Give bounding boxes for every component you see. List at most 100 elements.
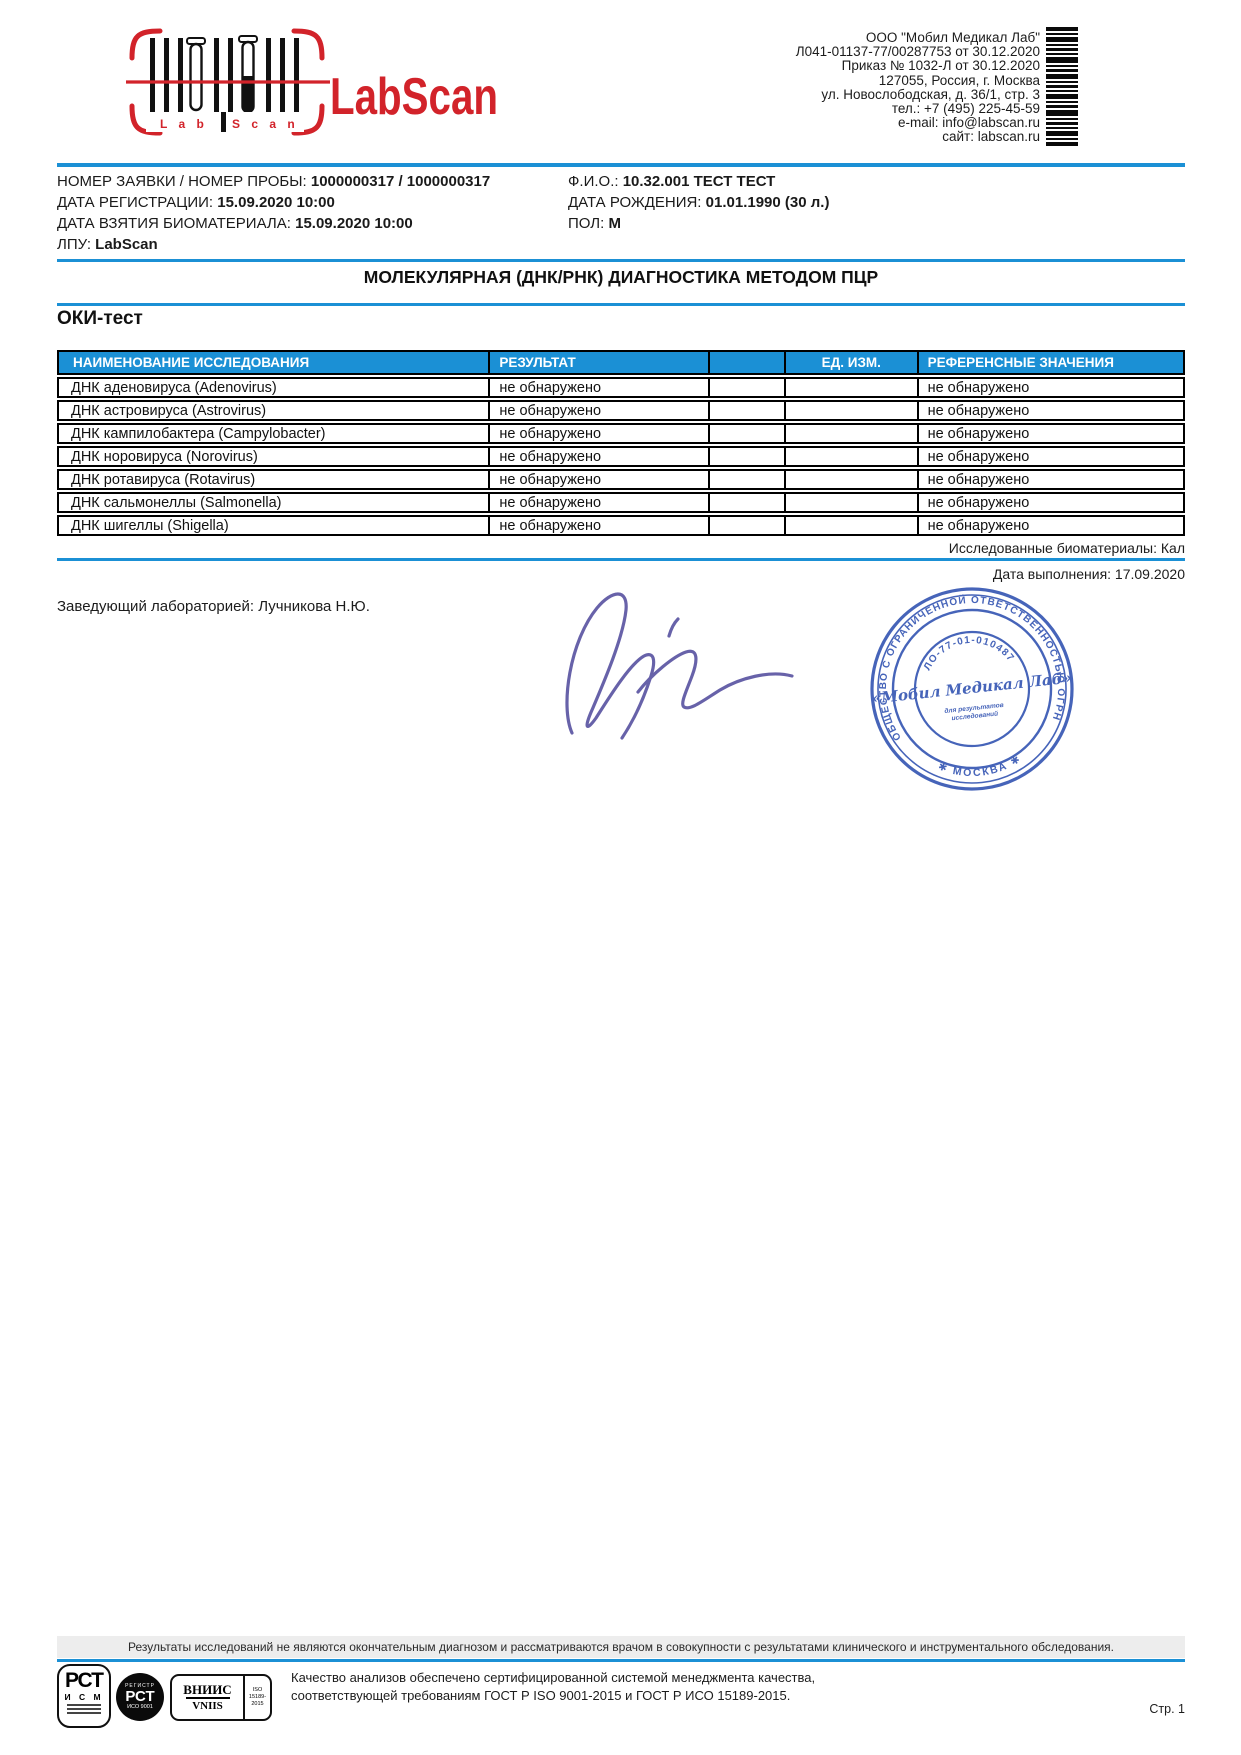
company-info: ООО "Мобил Медикал Лаб" Л041-01137-77/00… <box>795 30 1040 145</box>
company-info-line: Л041-01137-77/00287753 от 30.12.2020 <box>795 44 1040 60</box>
reference-cell: не обнаружено <box>916 379 1183 396</box>
unit-cell <box>783 379 917 396</box>
unit-cell <box>783 517 917 534</box>
certification-logos: РСТ И С М РЕГИСТР РСТ ИСО 9001 ВНИИС VNI… <box>57 1664 272 1728</box>
disclaimer-text: Результаты исследований не являются окон… <box>57 1636 1185 1658</box>
company-info-line: ул. Новослободская, д. 36/1, стр. 3 <box>821 86 1040 102</box>
registr-label: РЕГИСТР <box>125 1683 155 1689</box>
vniis-cert-logo: ВНИИС VNIIS ISO 15189-2015 <box>170 1674 272 1721</box>
flag-cell <box>707 517 784 534</box>
rst-mark: РСТ <box>125 1688 155 1705</box>
table-row: ДНК норовируса (Norovirus) не обнаружено н… <box>57 446 1185 467</box>
test-name-cell: ДНК кампилобактера (Campylobacter) <box>71 425 326 442</box>
results-table-header: НАИМЕНОВАНИЕ ИССЛЕДОВАНИЯ РЕЗУЛЬТАТ ЕД. … <box>57 350 1185 375</box>
report-title: МОЛЕКУЛЯРНАЯ (ДНК/РНК) ДИАГНОСТИКА МЕТОД… <box>363 267 879 287</box>
header-flag <box>707 352 784 373</box>
company-info-line: ООО "Мобил Медикал Лаб" <box>865 30 1040 45</box>
labscan-logo-icon: L a b S c a n LabScan <box>126 28 498 136</box>
patient-column: Ф.И.О.: 10.32.001 ТЕСТ ТЕСТ ДАТА РОЖДЕНИ… <box>568 171 1178 234</box>
rst-iso9001-cert-logo: РЕГИСТР РСТ ИСО 9001 <box>116 1673 164 1721</box>
section-title: ОКИ-тест <box>57 308 143 329</box>
company-info-line: сайт: labscan.ru <box>942 129 1040 145</box>
sample-barcode-icon <box>1046 27 1078 149</box>
result-cell: не обнаружено <box>488 517 707 534</box>
table-row: ДНК кампилобактера (Campylobacter) не обн… <box>57 423 1185 444</box>
unit-cell <box>783 494 917 511</box>
quality-statement: Качество анализов обеспечено сертифициро… <box>291 1670 816 1703</box>
test-name-cell: ДНК астровируса (Astrovirus) <box>71 402 267 419</box>
result-cell: не обнаружено <box>488 448 707 465</box>
result-cell: не обнаружено <box>488 471 707 488</box>
table-row: ДНК аденовируса (Adenovirus) не обнаружен… <box>57 377 1185 398</box>
result-cell: не обнаружено <box>488 494 707 511</box>
test-name-cell: ДНК шигеллы (Shigella) <box>71 517 229 534</box>
reference-cell: не обнаружено <box>916 425 1183 442</box>
unit-cell <box>783 471 917 488</box>
company-info-line: 127055, Россия, г. Москва <box>878 72 1040 88</box>
header-reference: РЕФЕРЕНСНЫЕ ЗНАЧЕНИЯ <box>916 352 1183 373</box>
test-name-cell: ДНК норовируса (Norovirus) <box>71 448 258 465</box>
result-cell: не обнаружено <box>488 402 707 419</box>
result-cell: не обнаружено <box>488 425 707 442</box>
divider-line <box>57 558 1185 561</box>
rst-ism-cert-logo: РСТ И С М <box>57 1664 111 1728</box>
registration-date-line: ДАТА РЕГИСТРАЦИИ: 15.09.2020 10:00 <box>57 194 335 211</box>
reference-cell: не обнаружено <box>916 494 1183 511</box>
table-row: ДНК ротавируса (Rotavirus) не обнаружено н… <box>57 469 1185 490</box>
company-info-line: Приказ № 1032-Л от 30.12.2020 <box>841 58 1040 74</box>
unit-cell <box>783 402 917 419</box>
unit-cell <box>783 425 917 442</box>
signatory-line: Заведующий лабораторией: Лучникова Н.Ю. <box>57 598 370 615</box>
results-table: НАИМЕНОВАНИЕ ИССЛЕДОВАНИЯ РЕЗУЛЬТАТ ЕД. … <box>57 350 1185 536</box>
order-info-column: НОМЕР ЗАЯВКИ / НОМЕР ПРОБЫ: 1000000317 /… <box>57 171 562 255</box>
flag-cell <box>707 425 784 442</box>
stamp-city-text: ✱ МОСКВА ✱ <box>935 752 1025 783</box>
ism-label: И С М <box>64 1692 104 1702</box>
vniis-latin-label: VNIIS <box>192 1699 223 1712</box>
test-tube-empty-icon <box>186 37 206 112</box>
table-row: ДНК астровируса (Astrovirus) не обнаружен… <box>57 400 1185 421</box>
result-cell: не обнаружено <box>488 379 707 396</box>
table-row: ДНК шигеллы (Shigella) не обнаружено не об… <box>57 515 1185 536</box>
vniis-label: ВНИИС <box>183 1682 232 1698</box>
order-number-line: НОМЕР ЗАЯВКИ / НОМЕР ПРОБЫ: 1000000317 /… <box>57 173 491 190</box>
logo-wordmark: LabScan <box>330 68 498 126</box>
divider-line <box>57 259 1185 262</box>
results-table-body: ДНК аденовируса (Adenovirus) не обнаружен… <box>57 377 1185 536</box>
company-info-line: e-mail: info@labscan.ru <box>897 115 1040 131</box>
flag-cell <box>707 402 784 419</box>
rst-mark: РСТ <box>65 1669 104 1692</box>
page-number: Стр. 1 <box>1149 1702 1185 1716</box>
sex-line: ПОЛ: М <box>568 215 621 232</box>
biomaterial-date-line: ДАТА ВЗЯТИЯ БИОМАТЕРИАЛА: 15.09.2020 10:… <box>57 215 413 232</box>
header-unit: ЕД. ИЗМ. <box>783 352 917 373</box>
divider-line <box>57 303 1185 306</box>
reference-cell: не обнаружено <box>916 448 1183 465</box>
completion-date-note: Дата выполнения: 17.09.2020 <box>992 566 1185 582</box>
viewfinder-brackets-icon <box>129 28 325 136</box>
test-name-cell: ДНК ротавируса (Rotavirus) <box>71 471 256 488</box>
flag-cell <box>707 494 784 511</box>
handwritten-signature-icon <box>552 586 804 748</box>
test-name-cell: ДНК сальмонеллы (Salmonella) <box>71 494 282 511</box>
biomaterial-note: Исследованные биоматериалы: Кал <box>948 540 1185 556</box>
birth-date-line: ДАТА РОЖДЕНИЯ: 01.01.1990 (30 л.) <box>568 194 830 211</box>
divider-line <box>57 1659 1185 1662</box>
reference-cell: не обнаружено <box>916 402 1183 419</box>
unit-cell <box>783 448 917 465</box>
lpu-line: ЛПУ: LabScan <box>57 236 158 253</box>
iso9001-label: ИСО 9001 <box>127 1704 153 1710</box>
divider-line <box>57 163 1185 167</box>
flag-cell <box>707 448 784 465</box>
header-test-name: НАИМЕНОВАНИЕ ИССЛЕДОВАНИЯ <box>73 355 310 370</box>
company-stamp: ОБЩЕСТВО С ОГРАНИЧЕННОЙ ОТВЕТСТВЕННОСТЬЮ… <box>846 569 1084 796</box>
company-info-line: тел.: +7 (495) 225-45-59 <box>891 101 1040 117</box>
test-name-cell: ДНК аденовируса (Adenovirus) <box>71 379 277 396</box>
logo-caption-right: S c a n <box>232 117 299 131</box>
table-row: ДНК сальмонеллы (Salmonella) не обнаружен… <box>57 492 1185 513</box>
reference-cell: не обнаружено <box>916 471 1183 488</box>
stamp-center-text: «Мобил Медикал Лаб» <box>871 669 1072 708</box>
test-tube-filled-icon <box>238 35 258 114</box>
header-result: РЕЗУЛЬТАТ <box>488 352 707 373</box>
